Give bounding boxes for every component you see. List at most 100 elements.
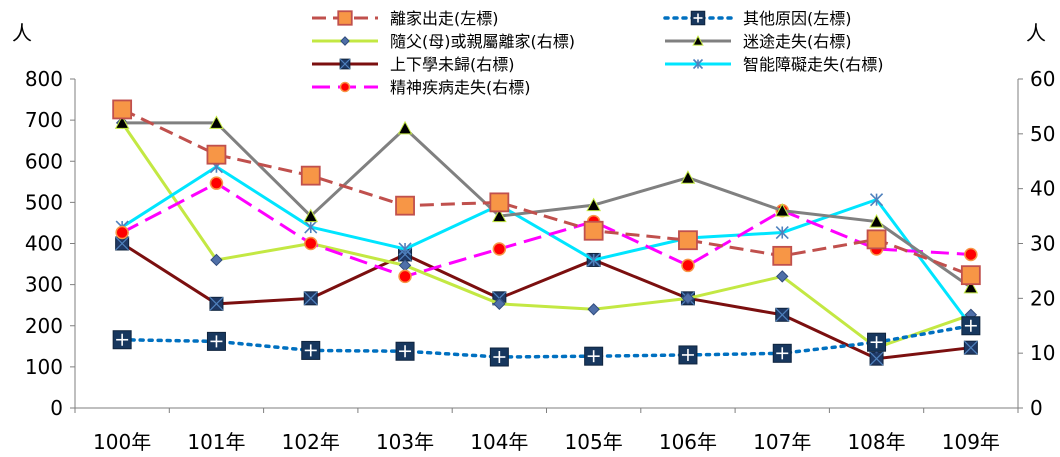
data-point [772, 245, 793, 266]
legend: 離家出走(左標) 其他原因(左標) 隨父(母)或親屬離家(右標) 迷途走失(右標) 上下… [312, 9, 884, 97]
data-point [587, 253, 601, 267]
data-point [961, 316, 981, 336]
data-point [964, 247, 978, 262]
data-point [493, 297, 506, 311]
data-point [398, 269, 412, 284]
series-2 [112, 316, 981, 367]
data-point [206, 144, 227, 165]
series-line [121, 242, 972, 361]
data-point [492, 242, 507, 256]
data-point [680, 170, 696, 184]
data-point [209, 176, 224, 190]
data-point [960, 265, 981, 286]
legend-swatch-marker [690, 10, 706, 26]
data-point [489, 347, 509, 367]
data-point [869, 214, 884, 228]
data-point [395, 341, 415, 361]
left-tick-label: 400 [25, 232, 63, 256]
series-line [120, 324, 973, 359]
data-point [115, 225, 129, 240]
data-point [866, 229, 887, 250]
data-point [301, 340, 321, 360]
legend-item-1: 離家出走(左標) [312, 9, 499, 28]
legend-item-4: 迷途走失(右標) [665, 32, 852, 51]
legend-item-5: 上下學未歸(右標) [312, 55, 515, 74]
data-point [681, 292, 695, 305]
left-tick-label: 800 [25, 67, 63, 91]
legend-label: 上下學未歸(右標) [390, 55, 515, 74]
series-line [121, 108, 972, 277]
legend-label: 離家出走(左標) [390, 9, 499, 28]
x-tick-label: 107年 [753, 430, 811, 454]
x-tick-label: 103年 [376, 430, 434, 454]
series-layer [112, 99, 981, 367]
legend-swatch-marker [692, 58, 704, 70]
data-point [775, 307, 790, 322]
data-point [395, 195, 415, 216]
series-line [121, 181, 971, 278]
legend-label: 精神疾病走失(右標) [390, 78, 531, 97]
data-point [112, 99, 133, 120]
data-point [587, 303, 600, 316]
data-point [112, 330, 132, 350]
x-tick-label: 104年 [470, 430, 528, 454]
data-point [489, 192, 510, 213]
legend-item-3: 隨父(母)或親屬離家(右標) [312, 32, 575, 51]
data-point [678, 345, 698, 365]
data-point [776, 270, 789, 283]
x-tick-label: 100年 [93, 430, 151, 454]
data-point [114, 115, 130, 129]
legend-swatch-marker [339, 81, 351, 93]
series-line [122, 121, 972, 289]
data-point [963, 340, 978, 355]
legend-label: 智能障礙走失(右標) [743, 55, 884, 74]
data-point [681, 258, 695, 273]
right-tick-label: 30 [1030, 232, 1055, 256]
right-tick-label: 50 [1030, 122, 1055, 146]
x-tick-label: 101年 [187, 430, 245, 454]
x-tick-label: 106年 [659, 430, 717, 454]
data-point [210, 253, 223, 267]
data-point [492, 208, 507, 223]
data-point [586, 197, 601, 212]
left-axis-unit-label: 人 [12, 21, 32, 45]
data-point [398, 242, 412, 256]
right-tick-label: 10 [1030, 341, 1055, 365]
x-tick-label: 105年 [565, 430, 623, 454]
data-point [209, 115, 224, 129]
data-point [303, 208, 319, 223]
data-point [304, 220, 318, 234]
legend-swatch-marker [692, 35, 704, 46]
right-axis-unit-label: 人 [1026, 21, 1046, 45]
x-tick-label: 109年 [942, 430, 1000, 454]
right-tick-label: 60 [1030, 67, 1055, 91]
data-point [303, 291, 318, 306]
axes: 0 100 200 300 400 500 600 700 800 0 10 20 30 40 50 60 10… [25, 67, 1056, 454]
data-point [869, 351, 884, 366]
data-point [774, 203, 790, 217]
series-7 [115, 176, 978, 284]
data-point [869, 193, 884, 207]
data-point [304, 236, 318, 251]
left-tick-label: 600 [25, 149, 63, 173]
data-point [775, 225, 789, 240]
data-point [583, 220, 604, 241]
right-tick-label: 20 [1030, 286, 1055, 310]
data-point [397, 120, 413, 135]
data-point [398, 259, 412, 272]
left-tick-label: 0 [50, 396, 63, 420]
left-tick-label: 500 [25, 190, 63, 214]
x-tick-label: 108年 [847, 430, 905, 454]
right-tick-label: 0 [1030, 396, 1043, 420]
legend-item-7: 精神疾病走失(右標) [312, 78, 531, 97]
legend-swatch-marker [339, 58, 351, 70]
data-point [209, 296, 224, 311]
left-tick-label: 100 [25, 355, 63, 379]
series-1 [112, 99, 981, 286]
left-tick-label: 200 [25, 314, 63, 338]
data-point [772, 343, 792, 363]
x-tick-label: 102年 [282, 430, 340, 454]
data-point [206, 331, 226, 351]
series-line [120, 122, 972, 350]
